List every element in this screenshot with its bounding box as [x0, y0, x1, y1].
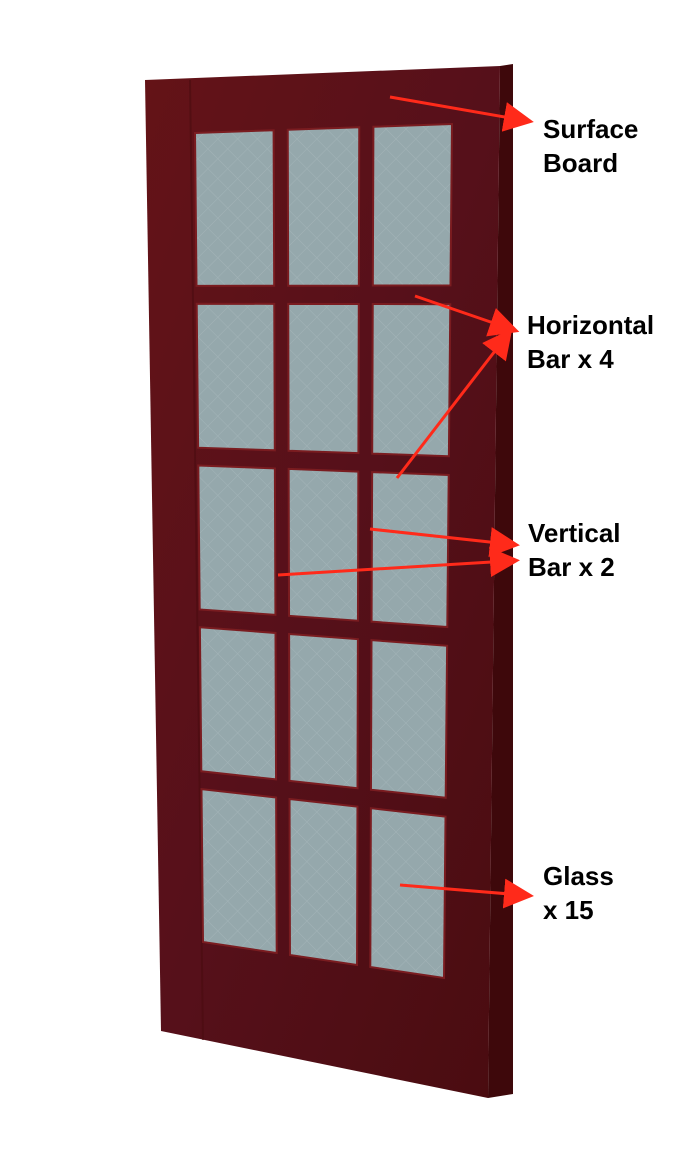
label-vertical-bar-line1: Vertical: [528, 518, 621, 548]
glass-pane: [200, 787, 278, 955]
arrow-horizontal-bar-2: [395, 328, 513, 479]
label-surface-board-line1: Surface: [543, 114, 639, 144]
label-vertical-bar-line2: Bar x 2: [528, 552, 615, 582]
arrow-horizontal-bar-1: [414, 294, 520, 337]
glass-pane: [198, 626, 278, 781]
glass-pane: [370, 471, 450, 629]
label-glass-line1: Glass: [543, 861, 614, 891]
glass-pane: [197, 464, 277, 616]
annotation-arrows: [277, 95, 534, 909]
glass-pane: [288, 632, 359, 790]
arrow-glass: [399, 878, 534, 909]
glass-pane: [195, 302, 276, 452]
glass-pane: [288, 797, 359, 967]
glass-pane: [369, 807, 447, 980]
glass-pane: [287, 467, 360, 622]
label-horizontal-bar-line2: Bar x 4: [527, 344, 614, 374]
glass-pane: [371, 303, 452, 458]
glass-pane: [369, 639, 449, 799]
label-horizontal-bar-line1: Horizontal: [527, 310, 655, 340]
label-glass-line2: x 15: [543, 895, 594, 925]
label-vertical-bar: Vertical Bar x 2: [528, 516, 621, 584]
glass-pane: [286, 126, 361, 287]
label-horizontal-bar: Horizontal Bar x 4: [527, 308, 654, 376]
glass-pane: [371, 122, 454, 287]
arrow-surface-board: [389, 95, 534, 132]
arrow-vertical-bar-1: [369, 527, 520, 557]
stile-line: [189, 79, 204, 1041]
label-glass: Glass x 15: [543, 859, 614, 927]
glass-panes: [193, 122, 454, 980]
arrow-vertical-bar-2: [277, 547, 520, 578]
glass-pane: [193, 129, 276, 287]
glass-pane: [287, 302, 360, 455]
label-surface-board: Surface Board: [543, 112, 638, 180]
label-surface-board-line2: Board: [543, 148, 619, 178]
